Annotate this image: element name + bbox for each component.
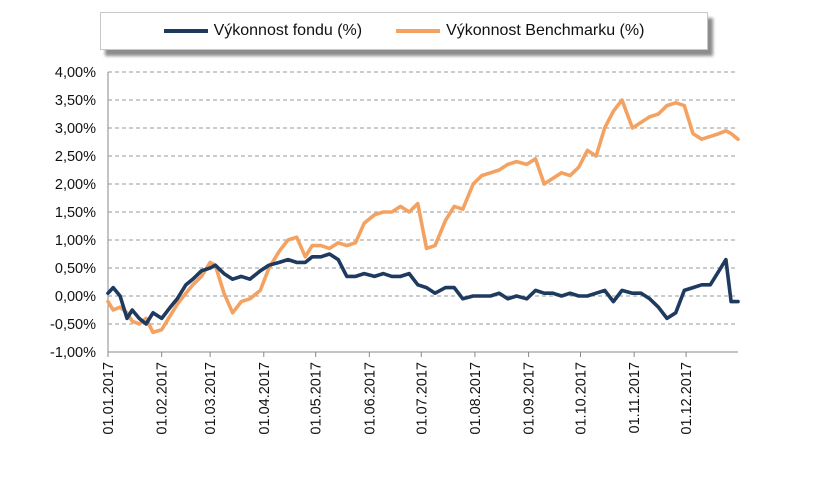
x-tick-label: 01.02.2017 <box>155 362 171 435</box>
axes <box>107 72 738 357</box>
legend-label-benchmark: Výkonnost Benchmarku (%) <box>446 22 645 39</box>
legend-item-fund: Výkonnost fondu (%) <box>163 22 363 40</box>
y-tick-label: -1,00% <box>50 345 96 361</box>
x-tick-label: 01.12.2017 <box>679 362 695 435</box>
y-tick-label: 1,50% <box>55 205 96 221</box>
legend-swatch-benchmark <box>396 29 441 33</box>
y-axis-tick-labels: 4,00% 3,50% 3,00% 2,50% 2,00% 1,50% 1,00% 0,50%… <box>50 65 96 361</box>
x-tick-label: 01.10.2017 <box>574 362 590 435</box>
legend-label-fund: Výkonnost fondu (%) <box>213 22 363 39</box>
x-tick-label: 01.08.2017 <box>468 362 484 435</box>
x-tick-label: 01.06.2017 <box>362 362 378 435</box>
legend-item-benchmark: Výkonnost Benchmarku (%) <box>396 22 644 40</box>
legend: Výkonnost fondu (%) Výkonnost Benchmarku… <box>100 12 708 50</box>
x-tick-label: 01.09.2017 <box>522 362 538 435</box>
gridlines <box>108 71 738 325</box>
y-tick-label: 3,00% <box>55 121 96 137</box>
x-tick-label: 01.11.2017 <box>627 362 643 434</box>
x-tick-label: 01.07.2017 <box>414 362 430 435</box>
y-tick-label: 2,50% <box>55 149 96 165</box>
legend-swatch-fund <box>163 29 208 33</box>
x-tick-label: 01.04.2017 <box>257 362 273 435</box>
series-lines <box>106 98 740 335</box>
y-tick-label: -0,50% <box>50 317 96 333</box>
y-tick-label: 2,00% <box>55 177 96 193</box>
y-tick-label: 4,00% <box>55 65 96 81</box>
x-axis-tick-labels: 01.01.2017 01.02.2017 01.03.2017 01.04.2017… <box>101 362 695 435</box>
y-tick-label: 0,50% <box>55 261 96 277</box>
series-line-fund <box>106 252 740 326</box>
series-line-benchmark <box>106 98 740 335</box>
x-tick-label: 01.03.2017 <box>203 362 219 435</box>
y-tick-label: 1,00% <box>55 233 96 249</box>
x-tick-label: 01.01.2017 <box>101 362 117 435</box>
x-tick-label: 01.05.2017 <box>309 362 325 435</box>
y-tick-label: 3,50% <box>55 93 96 109</box>
y-tick-label: 0,00% <box>55 289 96 305</box>
